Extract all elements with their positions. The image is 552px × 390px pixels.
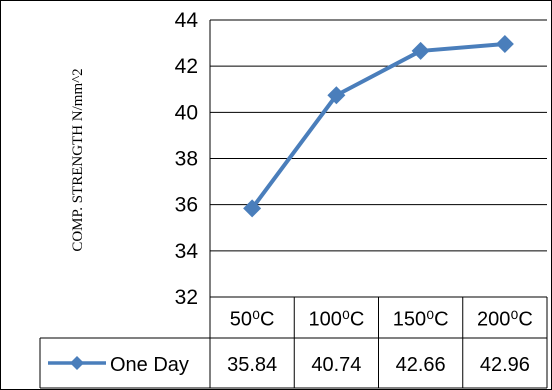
series-line [250,42,506,210]
legend-label: One Day [110,354,189,376]
data-point [411,41,430,60]
y-tick-label-34: 34 [175,240,199,263]
data-point [243,199,262,218]
y-tick-label-32: 32 [175,286,198,309]
data-table: 50⁰C 100⁰C 150⁰C 200⁰C 35.84 40.74 42.66 42.96 O… [39,296,548,389]
y-tick-label-44: 44 [175,9,199,32]
y-tick-label-40: 40 [175,101,198,124]
x-category-label: 200⁰C [477,309,533,331]
y-tick-label-38: 38 [175,148,198,171]
x-category-label: 150⁰C [393,309,449,331]
gridlines [210,19,547,252]
data-point [327,86,346,105]
x-category-label: 100⁰C [308,309,364,331]
y-tick-labels: 32 34 36 38 40 42 44 [175,9,199,309]
data-point [495,35,514,54]
y-tick-label-36: 36 [175,194,198,217]
y-axis-title: COMP. STRENGTH N/mm^2 [70,68,86,251]
table-value-cell: 40.74 [311,354,361,376]
table-value-cell: 42.96 [480,354,530,376]
series-one-day [243,35,514,218]
legend-key-marker [70,356,84,370]
table-value-cell: 35.84 [227,354,277,376]
table-value-cell: 42.66 [396,354,446,376]
y-tick-label-42: 42 [175,55,198,78]
x-category-label: 50⁰C [230,309,275,331]
